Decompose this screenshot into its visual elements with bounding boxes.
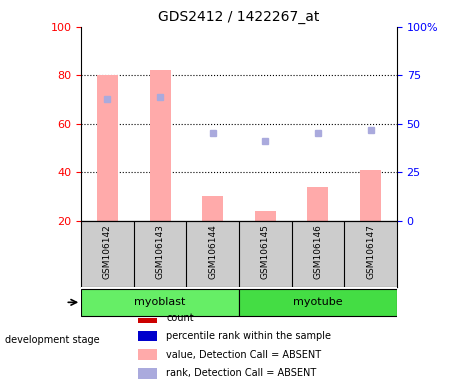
FancyBboxPatch shape: [81, 289, 239, 316]
Bar: [138, 312, 157, 323]
Title: GDS2412 / 1422267_at: GDS2412 / 1422267_at: [158, 10, 320, 25]
Text: value, Detection Call = ABSENT: value, Detection Call = ABSENT: [166, 350, 322, 360]
FancyBboxPatch shape: [239, 289, 397, 316]
Bar: [202, 197, 223, 221]
Text: GSM106144: GSM106144: [208, 224, 217, 279]
Text: development stage: development stage: [5, 335, 99, 345]
Text: GSM106142: GSM106142: [103, 224, 112, 279]
Bar: [308, 187, 328, 221]
Text: percentile rank within the sample: percentile rank within the sample: [166, 331, 331, 341]
Bar: [138, 331, 157, 341]
Bar: [138, 349, 157, 360]
Bar: [97, 75, 118, 221]
Text: myoblast: myoblast: [134, 297, 186, 307]
Text: rank, Detection Call = ABSENT: rank, Detection Call = ABSENT: [166, 368, 317, 378]
Text: GSM106146: GSM106146: [313, 224, 322, 279]
Bar: [255, 211, 276, 221]
Bar: [138, 368, 157, 379]
Bar: [150, 71, 170, 221]
Text: GSM106145: GSM106145: [261, 224, 270, 279]
Text: count: count: [166, 313, 194, 323]
Bar: [360, 170, 381, 221]
Text: GSM106147: GSM106147: [366, 224, 375, 279]
Text: myotube: myotube: [293, 297, 343, 307]
Text: GSM106143: GSM106143: [156, 224, 165, 279]
